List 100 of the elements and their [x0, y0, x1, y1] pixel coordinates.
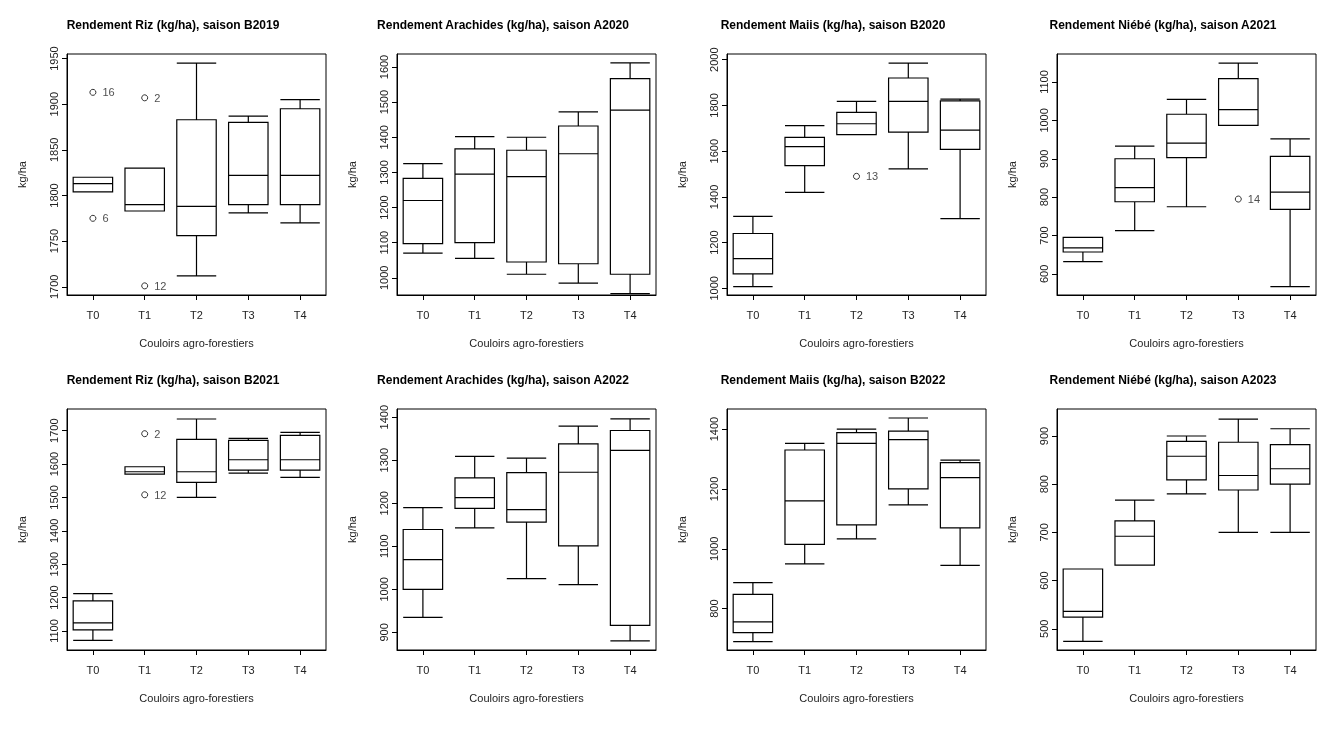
- y-tick-label: 1400: [707, 416, 720, 442]
- y-tick-label: 1600: [47, 451, 60, 477]
- x-tick-label: T4: [623, 308, 637, 321]
- x-tick-label: T4: [293, 308, 307, 321]
- y-tick-label: 1600: [707, 138, 720, 164]
- y-tick-label: 1000: [377, 265, 390, 291]
- x-tick-label: T1: [138, 663, 152, 676]
- x-tick-label: T3: [1231, 308, 1245, 321]
- x-tick-label: T2: [520, 663, 533, 676]
- annotation: 2: [154, 427, 161, 440]
- y-tick-label: 1500: [377, 89, 390, 115]
- annotation: 6: [102, 212, 109, 225]
- y-tick-label: 1800: [707, 93, 720, 118]
- y-tick-label: 1200: [377, 195, 390, 220]
- annotation: 12: [154, 488, 167, 501]
- y-tick-label: 1400: [377, 125, 390, 150]
- y-tick-label: 1400: [47, 518, 60, 544]
- y-axis-title: kg/ha: [15, 515, 28, 543]
- x-tick-label: T1: [798, 308, 812, 321]
- x-tick-label: T4: [1283, 308, 1297, 321]
- x-tick-label: T1: [468, 663, 482, 676]
- y-tick-label: 1000: [1037, 108, 1050, 133]
- x-tick-label: T4: [953, 308, 967, 321]
- y-tick-label: 600: [1037, 264, 1050, 284]
- x-tick-label: T4: [623, 663, 637, 676]
- chart-title: Rendement Riz (kg/ha), saison B2019: [66, 18, 280, 32]
- y-tick-label: 800: [707, 599, 720, 618]
- x-axis-title: Couloirs agro-forestiers: [1129, 336, 1245, 349]
- chart-title: Rendement Niébé (kg/ha), saison A2023: [1049, 373, 1277, 387]
- x-axis-title: Couloirs agro-forestiers: [799, 336, 915, 349]
- x-tick-label: T2: [190, 663, 203, 676]
- chart-title: Rendement Arachides (kg/ha), saison A2020: [377, 18, 630, 32]
- y-tick-label: 1200: [47, 585, 60, 610]
- y-tick-label: 600: [1037, 571, 1050, 590]
- x-tick-label: T3: [1231, 663, 1245, 676]
- y-tick-label: 1100: [1037, 70, 1050, 94]
- y-axis-title: kg/ha: [345, 160, 358, 188]
- y-tick-label: 900: [1037, 426, 1050, 446]
- x-axis-title: Couloirs agro-forestiers: [469, 691, 585, 704]
- x-tick-label: T4: [953, 663, 967, 676]
- y-tick-label: 800: [1037, 187, 1050, 207]
- y-axis-title: kg/ha: [675, 160, 688, 188]
- y-tick-label: 1700: [47, 274, 60, 300]
- y-tick-label: 1950: [47, 46, 60, 71]
- x-tick-label: T0: [86, 308, 100, 321]
- x-tick-label: T0: [746, 663, 760, 676]
- chart-title: Rendement Maiis (kg/ha), saison B2022: [720, 373, 946, 387]
- y-axis-title: kg/ha: [675, 515, 688, 543]
- y-tick-label: 1900: [47, 91, 60, 117]
- x-tick-label: T0: [1076, 308, 1090, 321]
- x-tick-label: T1: [1128, 308, 1142, 321]
- y-tick-label: 1400: [707, 184, 720, 210]
- x-tick-label: T3: [241, 663, 255, 676]
- x-tick-label: T1: [1128, 663, 1142, 676]
- y-tick-label: 1200: [707, 476, 720, 502]
- x-tick-label: T0: [86, 663, 100, 676]
- y-axis-title: kg/ha: [345, 515, 358, 543]
- y-tick-label: 700: [1037, 523, 1050, 542]
- y-tick-label: 700: [1037, 226, 1050, 245]
- y-tick-label: 1750: [47, 228, 60, 254]
- x-tick-label: T2: [1180, 308, 1193, 321]
- y-tick-label: 1300: [377, 447, 390, 473]
- x-tick-label: T1: [798, 663, 812, 676]
- x-tick-label: T3: [571, 308, 585, 321]
- annotation: 13: [866, 170, 879, 183]
- x-tick-label: T3: [241, 308, 255, 321]
- x-tick-label: T0: [416, 663, 430, 676]
- x-tick-label: T2: [850, 663, 863, 676]
- y-axis-title: kg/ha: [15, 160, 28, 188]
- y-axis-title: kg/ha: [1005, 515, 1018, 543]
- y-tick-label: 1300: [377, 160, 390, 185]
- y-tick-label: 2000: [707, 47, 720, 72]
- annotation: 14: [1247, 193, 1261, 206]
- chart-title: Rendement Maiis (kg/ha), saison B2020: [720, 18, 946, 32]
- y-tick-label: 1800: [47, 183, 60, 208]
- chart-title: Rendement Riz (kg/ha), saison B2021: [66, 373, 280, 387]
- y-tick-label: 1300: [47, 551, 60, 577]
- y-tick-label: 1000: [377, 577, 390, 602]
- x-axis-title: Couloirs agro-forestiers: [139, 691, 255, 704]
- chart-title: Rendement Arachides (kg/ha), saison A2022: [377, 373, 630, 387]
- x-tick-label: T0: [746, 308, 760, 321]
- y-tick-label: 800: [1037, 475, 1050, 494]
- y-axis-title: kg/ha: [1005, 160, 1018, 188]
- x-tick-label: T3: [901, 663, 915, 676]
- y-tick-label: 1000: [707, 536, 720, 562]
- y-tick-label: 1200: [377, 491, 390, 516]
- y-tick-label: 1700: [47, 418, 60, 443]
- x-tick-label: T2: [1180, 663, 1193, 676]
- annotation: 16: [102, 86, 115, 99]
- x-axis-title: Couloirs agro-forestiers: [469, 336, 585, 349]
- x-tick-label: T1: [138, 308, 152, 321]
- y-tick-label: 900: [1037, 149, 1050, 168]
- y-tick-label: 1850: [47, 137, 60, 163]
- x-tick-label: T2: [190, 308, 203, 321]
- x-tick-label: T0: [1076, 663, 1090, 676]
- x-axis-title: Couloirs agro-forestiers: [139, 336, 255, 349]
- x-tick-label: T3: [571, 663, 585, 676]
- annotation: 2: [154, 91, 161, 104]
- x-tick-label: T4: [293, 663, 307, 676]
- y-tick-label: 1400: [377, 404, 390, 430]
